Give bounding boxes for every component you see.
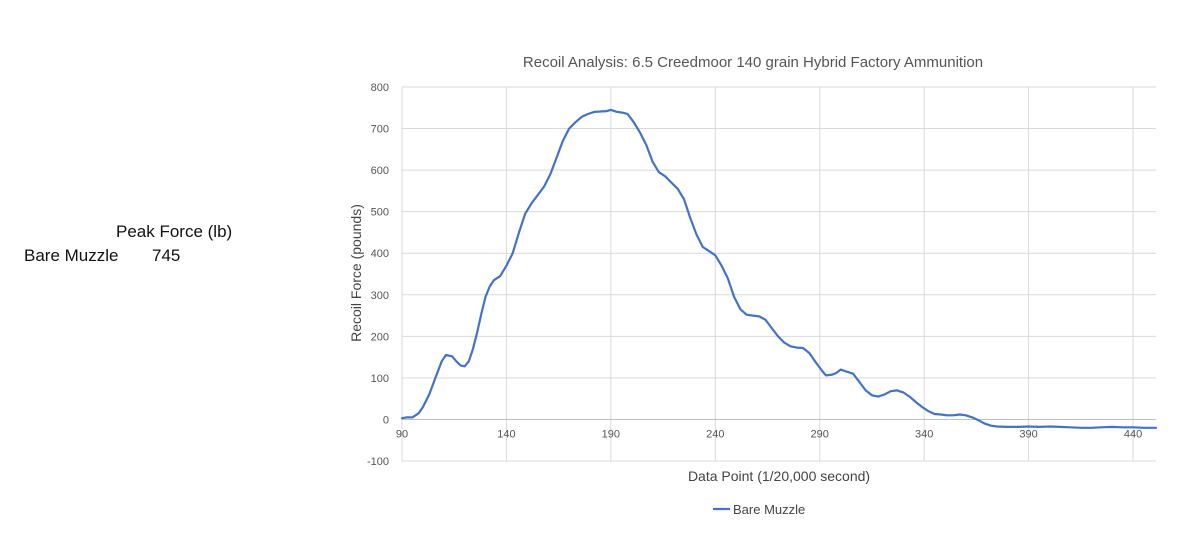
y-tick-label: 300 — [371, 290, 389, 302]
y-tick-label: 200 — [371, 331, 389, 343]
x-tick-label: 390 — [1019, 428, 1037, 440]
y-tick-label: 800 — [371, 82, 389, 94]
y-tick-label: 100 — [371, 373, 389, 385]
chart-title: Recoil Analysis: 6.5 Creedmoor 140 grain… — [523, 54, 983, 71]
x-tick-label: 440 — [1124, 428, 1142, 440]
series-group — [400, 108, 1158, 429]
x-axis-title: Data Point (1/20,000 second) — [688, 468, 870, 484]
x-tick-label: 290 — [811, 428, 829, 440]
y-tick-label: 500 — [371, 207, 389, 219]
y-tick-label: 0 — [383, 414, 389, 426]
x-tick-label: 90 — [396, 428, 408, 440]
legend: Bare Muzzle — [713, 502, 805, 517]
y-tick-label: -100 — [367, 456, 389, 468]
y-tick-label: 700 — [371, 124, 389, 136]
x-tick-labels: 90 140 190 240 290 340 390 440 — [396, 428, 1142, 440]
x-tick-label: 190 — [602, 428, 620, 440]
y-tick-label: 400 — [371, 248, 389, 260]
legend-label: Bare Muzzle — [733, 502, 805, 517]
y-tick-label: 600 — [371, 165, 389, 177]
y-tick-labels: -100 0 100 200 300 400 500 600 700 800 — [367, 82, 389, 468]
gridlines — [401, 86, 1156, 462]
summary-row-value: 745 — [152, 246, 181, 265]
summary-header: Peak Force (lb) — [116, 222, 233, 241]
series-line-bare-muzzle — [400, 108, 1158, 429]
summary-row-label: Bare Muzzle — [24, 246, 119, 265]
x-tick-label: 340 — [915, 428, 933, 440]
x-tick-label: 240 — [706, 428, 724, 440]
y-axis-title: Recoil Force (pounds) — [348, 204, 364, 342]
x-tick-label: 140 — [497, 428, 515, 440]
